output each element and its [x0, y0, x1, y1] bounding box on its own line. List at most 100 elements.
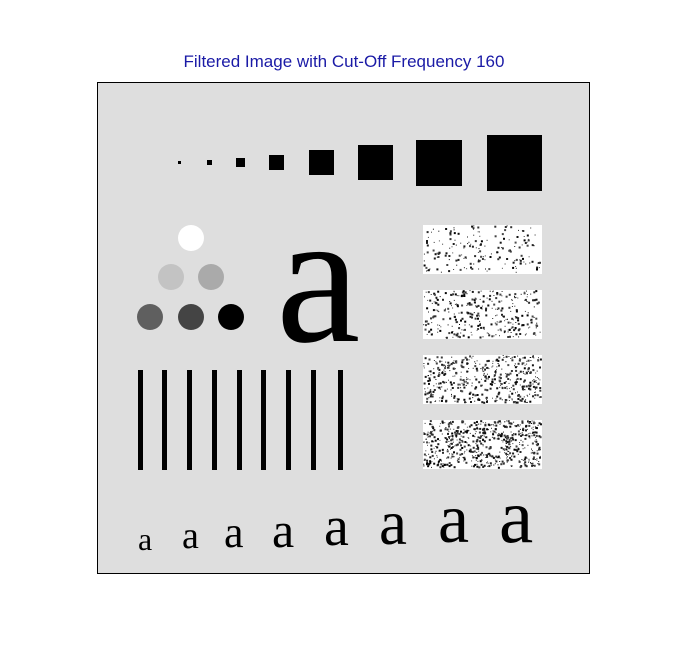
noise-speck — [479, 336, 482, 339]
noise-speck — [461, 382, 463, 384]
noise-speck — [520, 399, 523, 402]
noise-speck — [539, 331, 541, 333]
noise-speck — [450, 457, 452, 459]
noise-speck — [439, 397, 441, 399]
noise-speck — [462, 432, 465, 434]
noise-speck — [489, 454, 492, 457]
noise-speck — [445, 441, 448, 443]
noise-speck — [455, 433, 458, 436]
noise-speck — [490, 323, 493, 326]
noise-speck — [535, 327, 537, 329]
noise-speck — [534, 388, 536, 390]
noise-speck — [439, 466, 442, 469]
noise-speck — [524, 437, 527, 440]
noise-speck — [461, 361, 464, 364]
noise-speck — [535, 334, 537, 336]
noise-speck — [512, 388, 515, 391]
noise-speck — [464, 328, 466, 331]
noise-speck — [433, 447, 435, 449]
noise-speck — [478, 259, 479, 261]
noise-speck — [499, 451, 501, 453]
noise-speck — [484, 365, 486, 367]
noise-speck — [460, 435, 462, 437]
noise-speck — [437, 303, 440, 306]
noise-speck — [466, 362, 468, 363]
noise-speck — [513, 421, 515, 423]
noise-speck — [430, 328, 433, 331]
noise-speck — [488, 375, 490, 378]
noise-speck — [477, 446, 480, 449]
noise-speck — [480, 435, 483, 438]
noise-speck — [517, 430, 520, 433]
noise-speck — [498, 300, 501, 303]
noise-speck — [445, 427, 447, 428]
noise-speck — [524, 373, 526, 375]
noise-speck — [441, 448, 444, 451]
noise-speck — [480, 326, 483, 329]
noise-speck — [433, 436, 436, 439]
noise-speck — [486, 454, 489, 457]
noise-speck — [496, 400, 498, 401]
noise-speck — [524, 242, 527, 244]
noise-speck — [512, 266, 515, 269]
noise-speck — [492, 291, 494, 293]
noise-speck — [474, 376, 476, 378]
noise-speck — [483, 368, 485, 370]
noise-speck — [519, 395, 522, 398]
noise-speck — [428, 311, 429, 313]
noise-speck — [530, 227, 532, 229]
noise-speck — [450, 442, 453, 445]
noise-speck — [432, 249, 435, 252]
noise-speck — [429, 435, 431, 438]
circle-dark-gray — [137, 304, 163, 330]
noise-speck — [512, 319, 514, 321]
noise-speck — [500, 383, 503, 385]
noise-speck — [522, 459, 524, 461]
noise-speck — [451, 362, 452, 364]
noise-speck — [427, 375, 429, 377]
noise-speck — [506, 443, 508, 444]
noise-speck — [472, 440, 475, 443]
noise-speck — [462, 435, 465, 438]
noise-speck — [476, 421, 478, 423]
noise-speck — [530, 293, 532, 295]
noise-speck — [516, 448, 519, 451]
noise-speck — [503, 237, 505, 240]
noise-speck — [505, 425, 507, 427]
noise-speck — [455, 368, 456, 370]
noise-speck — [488, 465, 491, 468]
noise-speck — [520, 432, 522, 434]
noise-speck — [505, 361, 507, 363]
noise-speck — [475, 362, 477, 364]
noise-speck — [490, 464, 492, 466]
noise-speck — [459, 378, 462, 381]
noise-speck — [514, 305, 516, 307]
noise-speck — [511, 356, 513, 358]
noise-speck — [486, 400, 488, 402]
noise-speck — [425, 438, 427, 440]
noise-speck — [473, 228, 474, 230]
noise-speck — [468, 450, 471, 453]
noise-speck — [430, 431, 432, 432]
noise-speck — [481, 451, 483, 454]
noise-speck — [428, 391, 431, 394]
noise-speck — [488, 438, 491, 441]
noise-speck — [463, 267, 465, 269]
noise-speck — [534, 426, 536, 428]
noise-speck — [437, 366, 440, 369]
noise-speck — [445, 228, 448, 230]
noise-speck — [466, 442, 468, 444]
noise-speck — [495, 455, 498, 458]
noise-speck — [434, 315, 437, 318]
noise-speck — [505, 445, 507, 447]
noise-speck — [442, 380, 445, 383]
noise-speck — [439, 296, 441, 298]
noise-speck — [510, 431, 512, 433]
noise-speck — [498, 256, 501, 259]
noise-speck — [506, 454, 507, 456]
noise-speck — [426, 433, 429, 436]
noise-speck — [428, 370, 430, 372]
noise-speck — [531, 452, 533, 454]
noise-speck — [524, 298, 527, 301]
noise-speck — [501, 439, 503, 441]
